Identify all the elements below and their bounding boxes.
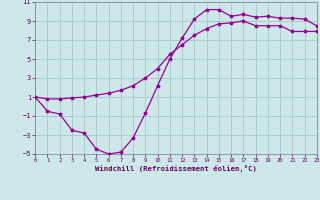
X-axis label: Windchill (Refroidissement éolien,°C): Windchill (Refroidissement éolien,°C) (95, 165, 257, 172)
